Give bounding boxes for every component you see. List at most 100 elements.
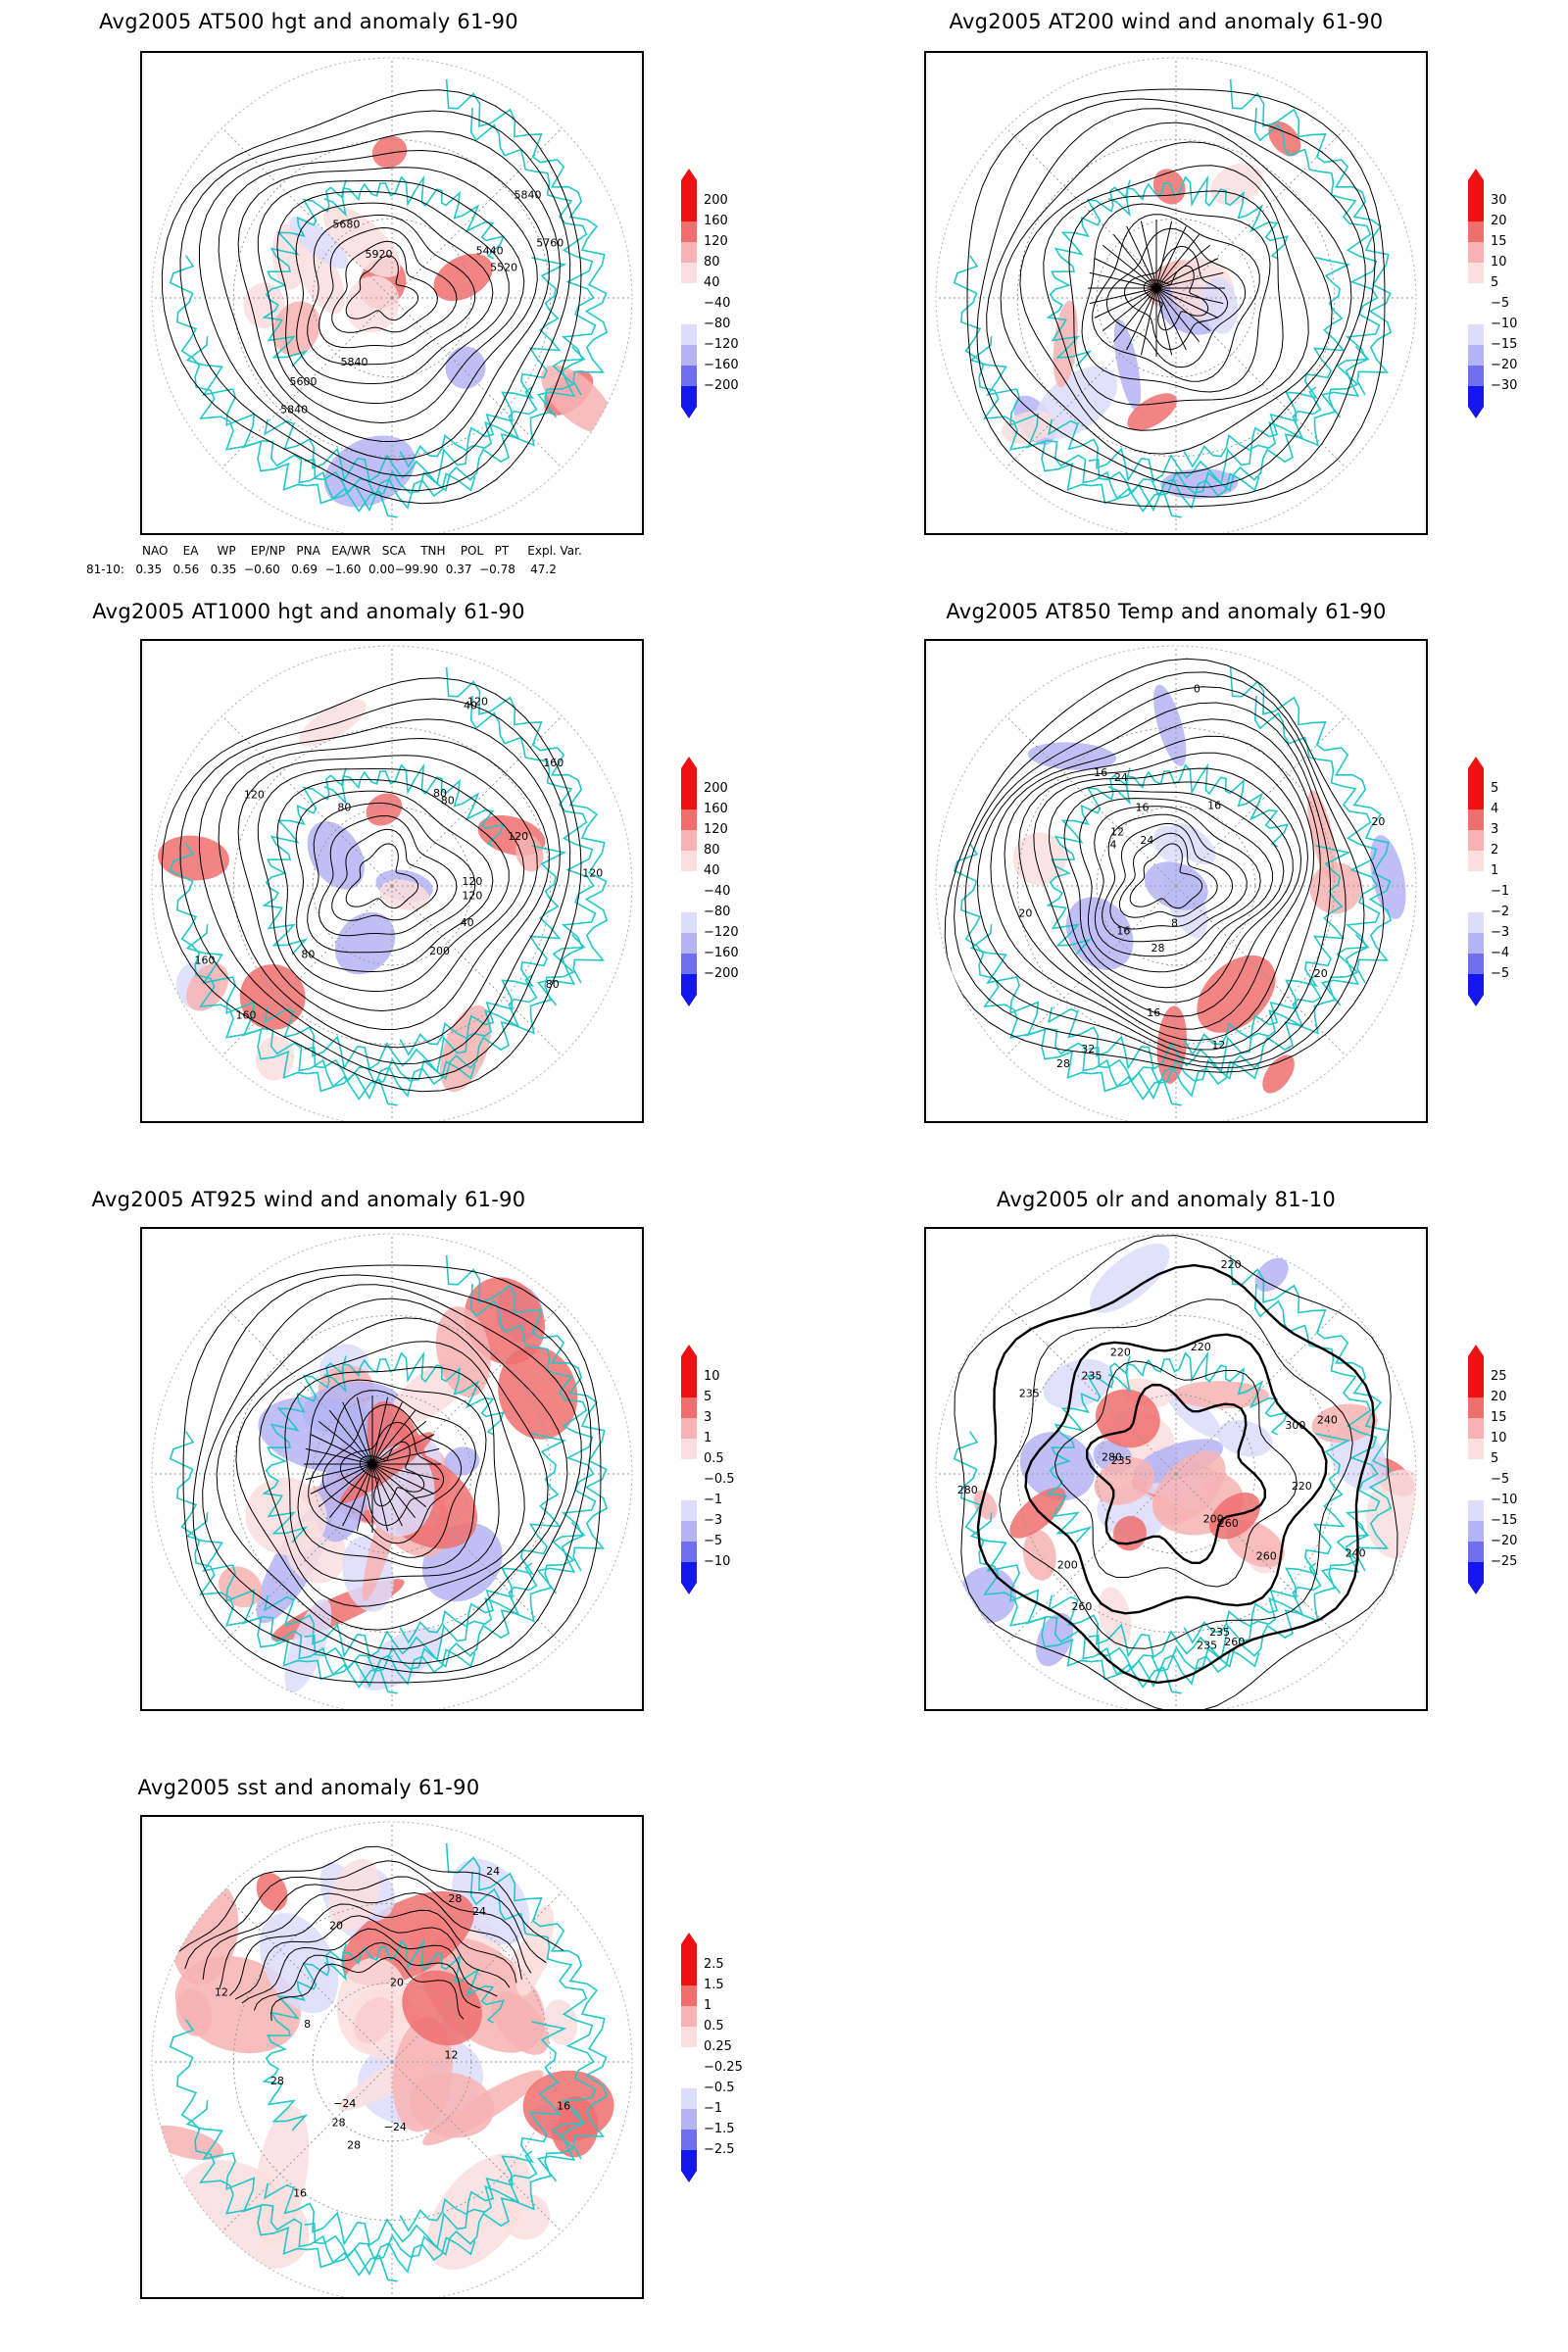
contour-label: 235 <box>1209 1626 1230 1639</box>
colorbar-label: −5 <box>1491 1472 1510 1487</box>
colorbar-label: −40 <box>704 296 731 311</box>
colorbar-scale <box>1468 757 1484 1006</box>
contour-label: 16 <box>557 2100 570 2113</box>
contour-label: 160 <box>235 1008 256 1021</box>
contour-label: 80 <box>433 787 447 800</box>
colorbar-scale <box>681 757 697 1006</box>
contour-label: 28 <box>1056 1057 1070 1070</box>
contour-label: 5600 <box>289 375 317 388</box>
contour-label: 220 <box>1191 1341 1211 1353</box>
map-frame <box>924 51 1428 535</box>
colorbar-label: 0.5 <box>704 1451 724 1466</box>
colorbar-label: 160 <box>704 802 728 816</box>
contour-label: 20 <box>390 1977 404 1989</box>
colorbar-label: 5 <box>1491 275 1499 290</box>
teleconnection-row: 81-10: 0.35 0.56 0.35 −0.60 0.69 −1.60 0… <box>86 563 557 576</box>
teleconnection-header: NAO EA WP EP/NP PNA EA/WR SCA TNH POL PT… <box>142 544 582 558</box>
colorbar-label: 120 <box>704 234 728 249</box>
contour-label: 5840 <box>280 403 308 416</box>
colorbar-scale <box>681 169 697 418</box>
map-frame <box>140 1227 644 1711</box>
colorbar-label: −2.5 <box>704 2142 735 2157</box>
contour-label: 16 <box>293 2187 307 2200</box>
colorbar-label: 160 <box>704 214 728 228</box>
contour-label: 220 <box>1110 1347 1131 1359</box>
colorbar-scale <box>681 1933 697 2182</box>
colorbar-label: 1.5 <box>704 1978 724 1992</box>
colorbar-label: −10 <box>1491 317 1518 331</box>
colorbar-label: 10 <box>704 1369 720 1384</box>
polar-map <box>151 1233 633 1709</box>
colorbar-label: −160 <box>704 946 739 960</box>
colorbar-label: 3 <box>1491 822 1499 837</box>
contour-label: −24 <box>384 2121 407 2133</box>
contour-label: 24 <box>486 1865 500 1878</box>
panel-title: Avg2005 AT1000 hgt and anomaly 61-90 <box>92 600 525 623</box>
contour-label: 300 <box>1285 1419 1305 1432</box>
contour-label: 28 <box>448 1892 462 1905</box>
colorbar-scale <box>1468 1345 1484 1594</box>
colorbar-label: 15 <box>1491 1410 1507 1425</box>
colorbar-label: −25 <box>1491 1554 1518 1569</box>
map-frame: 280 260 235 220 235 260 240 200 235 220 280 260 240 2… <box>924 1227 1428 1711</box>
contour-label: 80 <box>301 949 315 961</box>
colorbar: 200 160 120 80 40 −40 −80 −120 −160 −200 <box>681 757 750 1010</box>
contour-label: 5840 <box>340 356 368 368</box>
panel-olr: Avg2005 olr and anomaly 81-10 280 260 235 2… <box>784 1176 1568 1764</box>
contour-label: 5440 <box>476 245 504 258</box>
colorbar: 200 160 120 80 40 −40 −80 −120 −160 −200 <box>681 169 750 422</box>
contour-label: 24 <box>472 1905 486 1918</box>
colorbar-label: −120 <box>704 925 739 940</box>
panel-at200-wind: Avg2005 AT200 wind and anomaly 61-90 30 2… <box>784 0 1568 588</box>
contour-label: 120 <box>467 696 488 709</box>
colorbar-label: −0.5 <box>704 1472 735 1487</box>
contour-label: 80 <box>546 978 560 991</box>
colorbar-label: 5 <box>1491 1451 1499 1466</box>
contour-label: 235 <box>1197 1639 1217 1651</box>
contour-label: 12 <box>1211 1039 1225 1052</box>
contour-label: 200 <box>1057 1558 1078 1571</box>
colorbar-scale <box>1468 169 1484 418</box>
contour-label: 28 <box>1151 942 1164 955</box>
colorbar-label: −30 <box>1491 378 1518 393</box>
map-frame: 16 16 12 24 20 8 4 0 28 20 12 16 20 28 24 32 16 16 <box>924 639 1428 1123</box>
colorbar-label: 40 <box>704 863 720 878</box>
contour-label: 16 <box>1207 799 1221 811</box>
contour-label: 240 <box>1317 1413 1338 1426</box>
contour-label: 5520 <box>490 261 517 273</box>
contour-label: 235 <box>1111 1454 1132 1467</box>
colorbar-label: 2 <box>1491 843 1499 858</box>
colorbar-label: −80 <box>704 905 731 919</box>
colorbar-label: −80 <box>704 317 731 331</box>
contour-label: 120 <box>462 875 482 888</box>
colorbar: 10 5 3 1 0.5 −0.5 −1 −3 −5 −10 <box>681 1345 750 1598</box>
colorbar: 30 20 15 10 5 −5 −10 −15 −20 −30 <box>1468 169 1537 422</box>
contour-label: 28 <box>347 2139 361 2152</box>
contour-label: 20 <box>1018 907 1032 920</box>
contour-label: 20 <box>1371 815 1385 828</box>
colorbar-label: −2 <box>1491 905 1510 919</box>
colorbar: 2.5 1.5 1 0.5 0.25 −0.25 −0.5 −1 −1.5 −2.5 <box>681 1933 750 2186</box>
colorbar-label: 40 <box>704 275 720 290</box>
colorbar-label: −40 <box>704 884 731 899</box>
contour-label: 5840 <box>514 188 542 201</box>
contour-label: 280 <box>1102 1451 1122 1464</box>
contour-label: 280 <box>957 1484 978 1496</box>
colorbar-label: −200 <box>704 966 739 981</box>
contour-label: 24 <box>1140 834 1153 847</box>
colorbar-label: −1 <box>704 2101 723 2116</box>
polar-map: 1201601208016012080408012020016080120408… <box>151 645 633 1121</box>
colorbar-label: −160 <box>704 358 739 372</box>
colorbar-label: −1.5 <box>704 2122 735 2136</box>
contour-label: 24 <box>1114 771 1128 784</box>
panel-at850-temp: Avg2005 AT850 Temp and anomaly 61-90 16 1… <box>784 588 1568 1176</box>
contour-label: 12 <box>1110 825 1124 838</box>
contour-label: 235 <box>1019 1388 1040 1400</box>
contour-label: 260 <box>1256 1549 1277 1562</box>
colorbar-label: 1 <box>704 1431 712 1446</box>
map-frame: 5840 5440 5680 5520 5600 5760 5840 5920 5840 <box>140 51 644 535</box>
colorbar-label: −10 <box>1491 1493 1518 1507</box>
panel-at500: Avg2005 AT500 hgt and anomaly 61-90 5840… <box>0 0 784 588</box>
colorbar-label: 120 <box>704 822 728 837</box>
colorbar-label: 80 <box>704 843 720 858</box>
